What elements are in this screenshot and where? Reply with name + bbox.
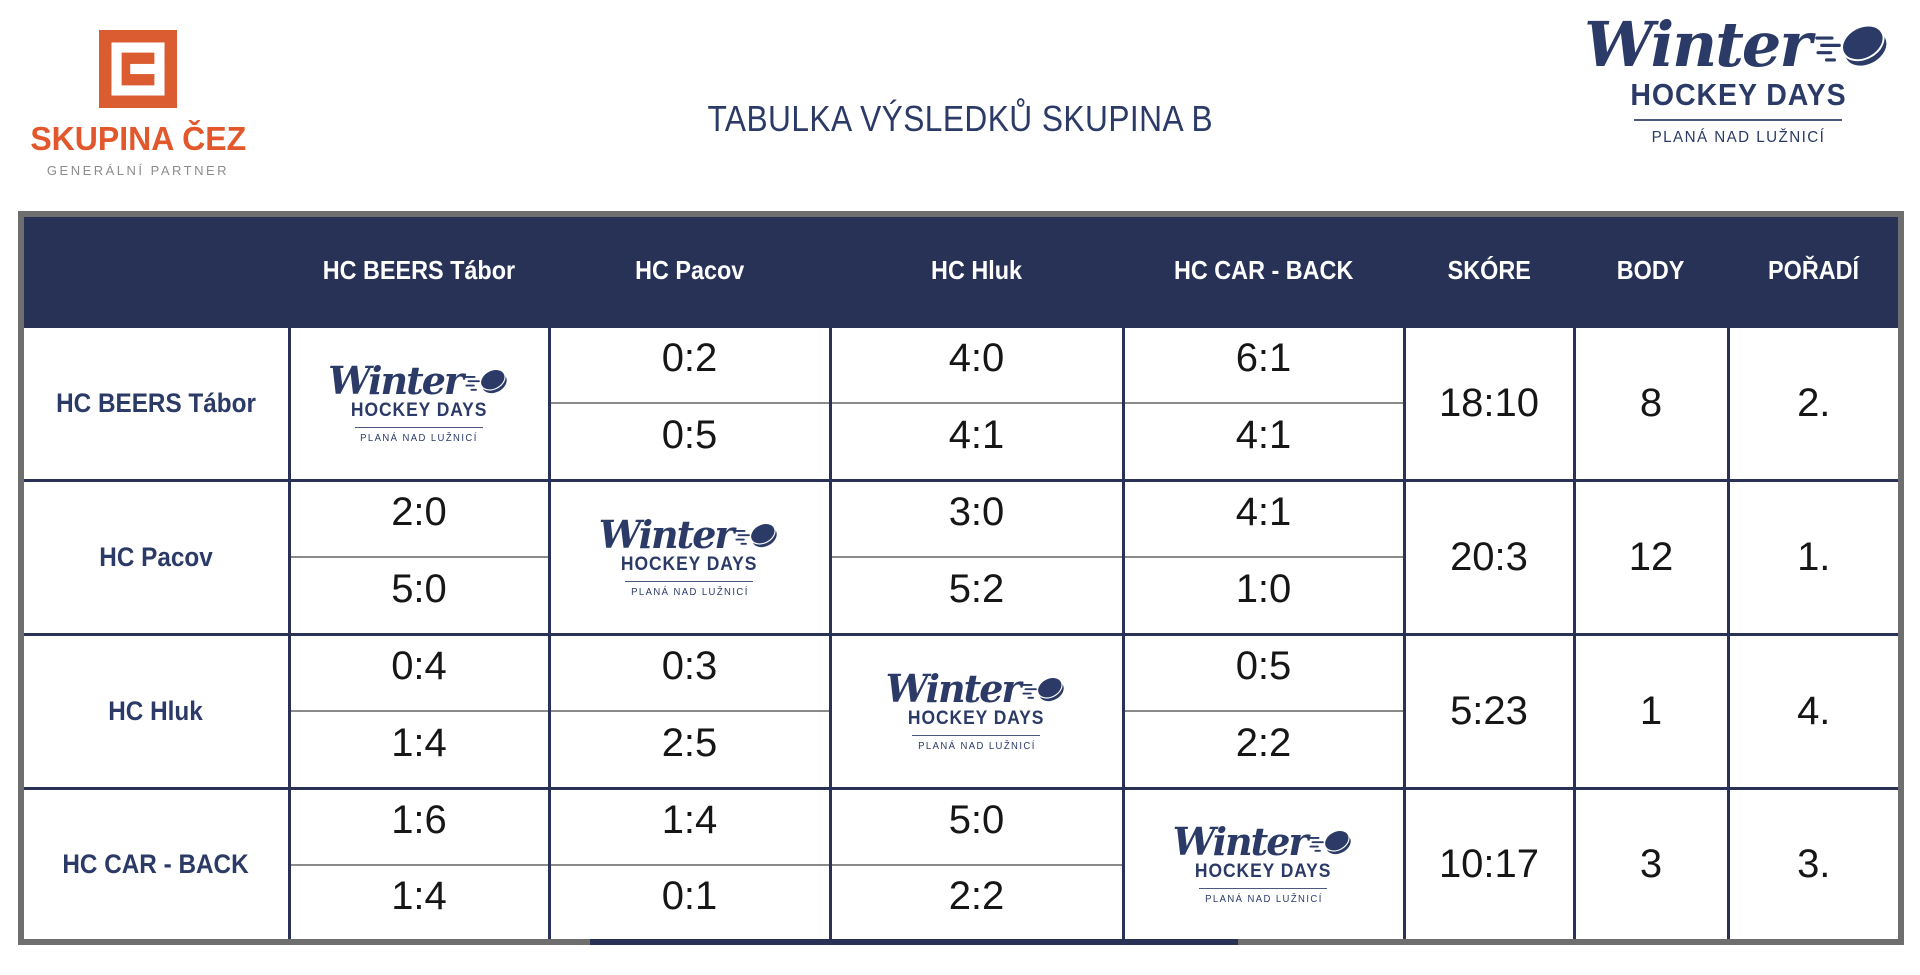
winter-hockey-days-logo: Winter HOCKEY DAYS PLANÁ NAD LUŽNICÍ (328, 362, 510, 444)
column-header-teams (19, 212, 291, 328)
table-header-row: HC BEERS Tábor HC Pacov HC Hluk HC CAR - BA… (19, 212, 1903, 328)
score-cell: 6:1 (1121, 324, 1406, 404)
table-bottom-accent (590, 939, 1238, 945)
logo-divider-line (1199, 888, 1328, 890)
team-name: HC BEERS Tábor (19, 324, 291, 482)
team-row: HC Hluk 0:4 0:3 Winter HOCKEY DAYS PLANÁ NAD … (19, 632, 1903, 790)
total-score-cell: 10:17 (1402, 786, 1576, 944)
score-cell: 1:6 (287, 786, 551, 866)
column-header-body: BODY (1572, 212, 1730, 328)
score-cell: 4:1 (1121, 402, 1406, 482)
plana-nad-luznici-label: PLANÁ NAD LUŽNICÍ (630, 586, 749, 598)
score-cell: 4:1 (828, 402, 1125, 482)
results-table: HC BEERS Tábor HC Pacov HC Hluk HC CAR - BA… (18, 211, 1904, 945)
results-table-wrapper: HC BEERS Tábor HC Pacov HC Hluk HC CAR - BA… (18, 211, 1904, 945)
diagonal-logo-cell: Winter HOCKEY DAYS PLANÁ NAD LUŽNICÍ (287, 324, 551, 482)
column-header-sk-re: SKÓRE (1402, 212, 1576, 328)
points-cell: 1 (1572, 632, 1730, 790)
plana-nad-luznici-label: PLANÁ NAD LUŽNICÍ (1204, 894, 1323, 906)
score-cell: 4:1 (1121, 478, 1406, 558)
team-row: HC BEERS Tábor Winter HOCKEY DAYS PLANÁ NAD… (19, 324, 1903, 482)
cez-logo: SKUPINA ČEZ GENERÁLNÍ PARTNER (22, 30, 254, 178)
column-header-hc-beers-t-bor: HC BEERS Tábor (287, 212, 551, 328)
logo-divider-line (1634, 119, 1843, 122)
winter-script-label: Winter (598, 512, 735, 558)
score-cell: 2:0 (287, 478, 551, 558)
logo-divider-line (354, 426, 483, 428)
winter-hockey-days-logo: Winter HOCKEY DAYS PLANÁ NAD LUŽNICÍ (599, 516, 781, 598)
diagonal-logo-cell: Winter HOCKEY DAYS PLANÁ NAD LUŽNICÍ (828, 632, 1125, 790)
winter-hockey-days-logo: Winter HOCKEY DAYS PLANÁ NAD LUŽNICÍ (1173, 823, 1355, 905)
hockey-days-label: HOCKEY DAYS (350, 400, 488, 422)
score-cell: 0:1 (547, 864, 832, 944)
team-name: HC Pacov (19, 478, 291, 636)
rank-cell: 4. (1726, 632, 1903, 790)
score-cell: 4:0 (828, 324, 1125, 404)
team-row-second-leg: 0:5 4:1 4:1 (21, 402, 1901, 482)
score-cell: 1:4 (287, 864, 551, 944)
team-row-second-leg: 5:0 5:2 1:0 (21, 556, 1901, 636)
score-cell: 1:4 (287, 710, 551, 790)
score-cell: 5:0 (828, 786, 1125, 866)
winter-hockey-days-logo: Winter HOCKEY DAYS PLANÁ NAD LUŽNICÍ (1584, 14, 1892, 147)
score-cell: 2:2 (1121, 710, 1406, 790)
total-score-cell: 20:3 (1402, 478, 1576, 636)
cez-title: SKUPINA ČEZ (30, 120, 246, 157)
score-cell: 1:0 (1121, 556, 1406, 636)
winter-script-label: Winter (1172, 819, 1309, 865)
winter-hockey-days-logo: Winter HOCKEY DAYS PLANÁ NAD LUŽNICÍ (1584, 14, 1892, 147)
logo-divider-line (912, 734, 1041, 736)
team-row: HC Pacov 2:0 Winter HOCKEY DAYS PLANÁ NAD LU… (19, 478, 1903, 636)
logo-divider-line (625, 580, 754, 582)
hockey-days-label: HOCKEY DAYS (621, 554, 758, 576)
plana-nad-luznici-label: PLANÁ NAD LUŽNICÍ (360, 432, 478, 444)
score-cell: 2:5 (547, 710, 832, 790)
column-header-po-ad-: POŘADÍ (1726, 212, 1903, 328)
hockey-puck-icon (464, 368, 507, 394)
total-score-cell: 18:10 (1402, 324, 1576, 482)
plana-nad-luznici-label: PLANÁ NAD LUŽNICÍ (1651, 129, 1825, 147)
rank-cell: 3. (1726, 786, 1903, 944)
rank-cell: 1. (1726, 478, 1903, 636)
plana-nad-luznici-label: PLANÁ NAD LUŽNICÍ (917, 740, 1036, 752)
team-name: HC CAR - BACK (19, 786, 291, 944)
total-score-cell: 5:23 (1402, 632, 1576, 790)
team-row-second-leg: 1:4 2:5 2:2 (21, 710, 1901, 790)
diagonal-logo-cell: Winter HOCKEY DAYS PLANÁ NAD LUŽNICÍ (547, 478, 832, 636)
hockey-puck-icon (735, 522, 778, 548)
rank-cell: 2. (1726, 324, 1903, 482)
hockey-days-label: HOCKEY DAYS (1195, 861, 1332, 883)
winter-script-label: Winter (328, 358, 464, 404)
cez-subtitle: GENERÁLNÍ PARTNER (46, 163, 230, 178)
score-cell: 3:0 (828, 478, 1125, 558)
hockey-puck-icon (1815, 24, 1887, 66)
cez-mark-icon (99, 30, 177, 108)
winter-script-label: Winter (885, 666, 1022, 712)
team-name: HC Hluk (19, 632, 291, 790)
hockey-puck-icon (1022, 676, 1065, 702)
score-cell: 0:5 (1121, 632, 1406, 712)
score-cell: 0:5 (547, 402, 832, 482)
score-cell: 0:2 (547, 324, 832, 404)
points-cell: 3 (1572, 786, 1730, 944)
diagonal-logo-cell: Winter HOCKEY DAYS PLANÁ NAD LUŽNICÍ (1121, 786, 1406, 944)
points-cell: 12 (1572, 478, 1730, 636)
score-cell: 0:4 (287, 632, 551, 712)
page-title: TABULKA VÝSLEDKŮ SKUPINA B (707, 98, 1213, 139)
score-cell: 0:3 (547, 632, 832, 712)
score-cell: 5:0 (287, 556, 551, 636)
score-cell: 2:2 (828, 864, 1125, 944)
points-cell: 8 (1572, 324, 1730, 482)
winter-script-label: Winter (1584, 8, 1812, 81)
team-row: HC CAR - BACK 1:6 1:4 5:0 Winter HOCKEY DAYS P… (19, 786, 1903, 944)
column-header-hc-car-back: HC CAR - BACK (1121, 212, 1406, 328)
winter-hockey-days-logo: Winter HOCKEY DAYS PLANÁ NAD LUŽNICÍ (886, 670, 1068, 752)
column-header-hc-hluk: HC Hluk (828, 212, 1125, 328)
hockey-days-label: HOCKEY DAYS (908, 708, 1045, 730)
hockey-days-label: HOCKEY DAYS (1629, 77, 1847, 112)
column-header-hc-pacov: HC Pacov (547, 212, 832, 328)
score-cell: 5:2 (828, 556, 1125, 636)
hockey-puck-icon (1309, 830, 1352, 855)
score-cell: 1:4 (547, 786, 832, 866)
